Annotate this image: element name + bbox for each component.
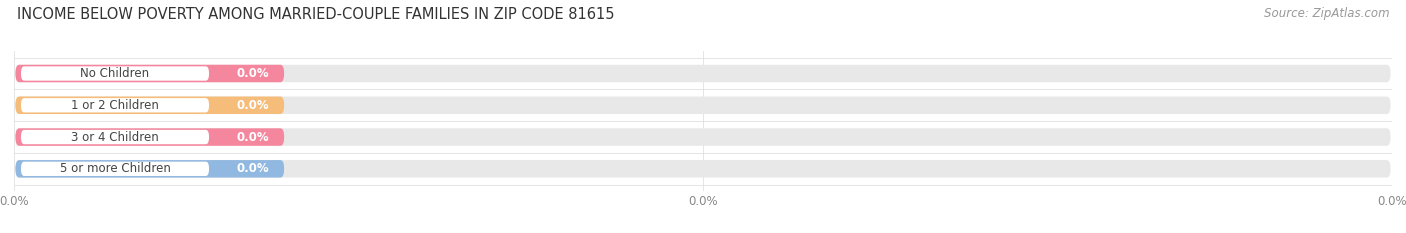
FancyBboxPatch shape	[15, 96, 1391, 114]
FancyBboxPatch shape	[21, 130, 209, 144]
Text: Source: ZipAtlas.com: Source: ZipAtlas.com	[1264, 7, 1389, 20]
FancyBboxPatch shape	[15, 160, 1391, 178]
FancyBboxPatch shape	[21, 98, 209, 113]
Text: 0.0%: 0.0%	[236, 67, 269, 80]
FancyBboxPatch shape	[15, 65, 1391, 82]
FancyBboxPatch shape	[21, 66, 209, 81]
FancyBboxPatch shape	[15, 128, 1391, 146]
Text: 0.0%: 0.0%	[236, 130, 269, 144]
FancyBboxPatch shape	[15, 96, 284, 114]
Text: 0.0%: 0.0%	[236, 162, 269, 175]
Text: 0.0%: 0.0%	[236, 99, 269, 112]
Text: No Children: No Children	[80, 67, 149, 80]
Text: INCOME BELOW POVERTY AMONG MARRIED-COUPLE FAMILIES IN ZIP CODE 81615: INCOME BELOW POVERTY AMONG MARRIED-COUPL…	[17, 7, 614, 22]
FancyBboxPatch shape	[15, 65, 284, 82]
Text: 5 or more Children: 5 or more Children	[59, 162, 170, 175]
FancyBboxPatch shape	[15, 160, 284, 178]
FancyBboxPatch shape	[15, 128, 284, 146]
Text: 1 or 2 Children: 1 or 2 Children	[72, 99, 159, 112]
FancyBboxPatch shape	[21, 162, 209, 176]
Text: 3 or 4 Children: 3 or 4 Children	[72, 130, 159, 144]
